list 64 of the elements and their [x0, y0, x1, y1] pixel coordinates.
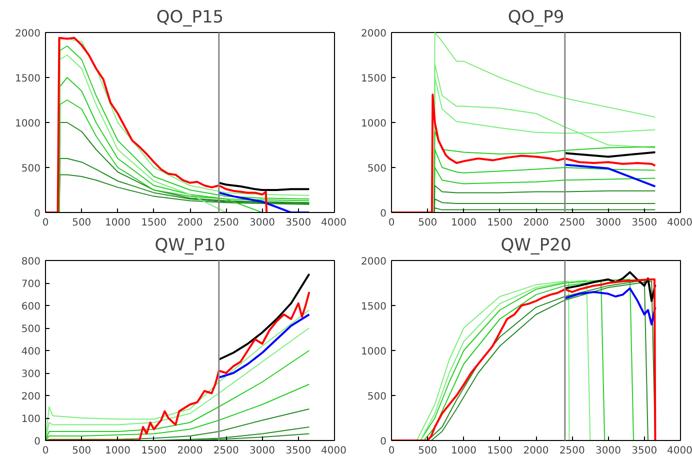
- x-tick-label: 2500: [559, 218, 585, 228]
- y-tick-label: 0: [34, 208, 41, 220]
- y-tick-label: 500: [367, 164, 387, 174]
- chart-title: QO_P15: [156, 8, 224, 28]
- y-tick-label: 2000: [361, 256, 387, 268]
- y-tick-label: 100: [21, 414, 41, 425]
- x-tick-label: 1000: [105, 218, 130, 228]
- x-tick-label: 2000: [523, 446, 549, 456]
- x-tick-label: 3000: [596, 446, 621, 456]
- y-tick-label: 0: [380, 208, 387, 220]
- y-tick-label: 600: [21, 302, 41, 312]
- x-tick-label: 1500: [141, 218, 167, 228]
- x-tick-label: 500: [418, 218, 438, 228]
- y-tick-label: 500: [21, 324, 41, 335]
- x-tick-label: 1500: [487, 218, 513, 228]
- x-tick-label: 0: [388, 446, 395, 456]
- x-tick-label: 2500: [213, 218, 239, 228]
- y-tick-label: 500: [21, 164, 41, 174]
- chart-title: QW_P10: [154, 236, 226, 256]
- y-tick-label: 1500: [361, 302, 387, 312]
- chart-title: QO_P9: [508, 8, 564, 28]
- y-tick-label: 400: [21, 346, 41, 358]
- x-tick-label: 500: [418, 446, 438, 456]
- y-tick-label: 500: [367, 392, 387, 402]
- y-tick-label: 1000: [15, 118, 41, 130]
- y-tick-label: 0: [34, 436, 41, 448]
- x-tick-label: 2000: [177, 218, 203, 228]
- x-tick-label: 3500: [632, 218, 658, 228]
- y-tick-label: 2000: [15, 28, 41, 40]
- x-tick-label: 2000: [523, 218, 549, 228]
- x-tick-label: 2000: [177, 446, 203, 456]
- x-tick-label: 500: [72, 446, 92, 456]
- x-tick-label: 0: [42, 218, 49, 228]
- y-tick-label: 300: [21, 369, 41, 380]
- y-tick-label: 1500: [361, 74, 387, 84]
- x-tick-label: 1500: [141, 446, 167, 456]
- x-tick-label: 3500: [286, 446, 312, 456]
- x-tick-label: 4000: [667, 218, 692, 228]
- x-tick-label: 1000: [105, 446, 130, 456]
- x-tick-label: 500: [72, 218, 92, 228]
- y-tick-label: 200: [21, 392, 41, 402]
- x-tick-label: 4000: [321, 218, 347, 228]
- chart-title: QW_P20: [500, 236, 572, 256]
- x-tick-label: 3500: [632, 446, 658, 456]
- y-tick-label: 1000: [361, 346, 387, 358]
- y-tick-label: 800: [21, 256, 41, 268]
- x-tick-label: 1500: [487, 446, 513, 456]
- x-tick-label: 1000: [451, 446, 476, 456]
- x-tick-label: 4000: [321, 446, 347, 456]
- x-tick-label: 3000: [250, 446, 275, 456]
- x-tick-label: 3000: [250, 218, 275, 228]
- y-tick-label: 1500: [15, 74, 41, 84]
- x-tick-label: 2500: [213, 446, 239, 456]
- x-tick-label: 1000: [451, 218, 476, 228]
- y-tick-label: 1000: [361, 118, 387, 130]
- x-tick-label: 2500: [559, 446, 585, 456]
- x-tick-label: 0: [42, 446, 49, 456]
- x-tick-label: 3000: [596, 218, 621, 228]
- x-tick-label: 4000: [667, 446, 692, 456]
- y-tick-label: 2000: [361, 28, 387, 40]
- x-tick-label: 0: [388, 218, 395, 228]
- y-tick-label: 0: [380, 436, 387, 448]
- y-tick-label: 700: [21, 279, 41, 290]
- x-tick-label: 3500: [286, 218, 312, 228]
